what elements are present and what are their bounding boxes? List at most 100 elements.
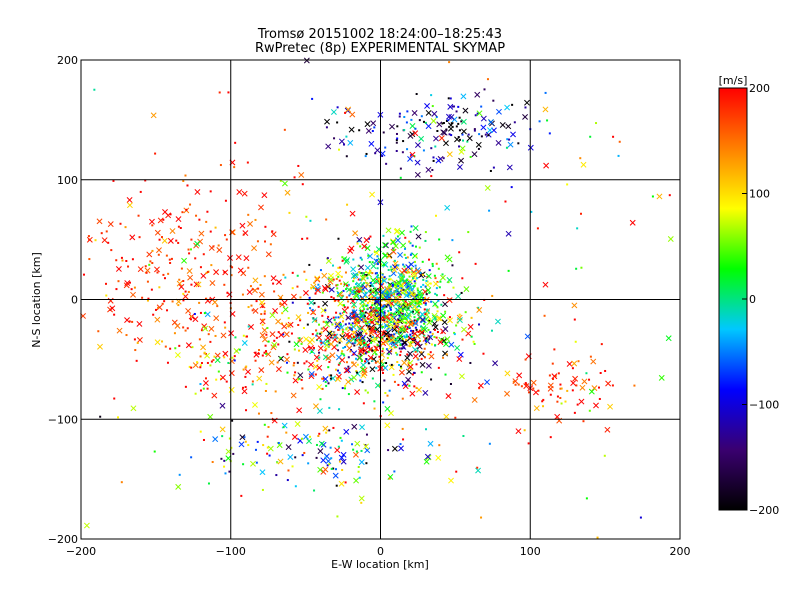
data-point-cross bbox=[338, 138, 345, 145]
data-point-cross bbox=[338, 480, 345, 487]
data-point-dot bbox=[469, 155, 472, 158]
data-point-cross bbox=[174, 352, 181, 358]
data-point-dot bbox=[365, 152, 368, 155]
data-point-cross bbox=[391, 266, 398, 273]
data-point-dot bbox=[391, 284, 394, 287]
data-point-cross bbox=[414, 142, 421, 149]
y-tick-label: −100 bbox=[48, 413, 78, 426]
data-point-dot bbox=[294, 456, 297, 459]
data-point-dot bbox=[416, 318, 419, 321]
data-point-dot bbox=[105, 294, 108, 297]
data-point-dot bbox=[440, 303, 443, 306]
data-point-cross bbox=[414, 340, 421, 347]
data-point-dot bbox=[258, 349, 261, 352]
data-point-dot bbox=[368, 345, 371, 348]
data-point-dot bbox=[400, 287, 403, 290]
data-point-dot bbox=[480, 105, 483, 108]
data-point-cross bbox=[124, 317, 130, 324]
data-point-cross bbox=[315, 287, 321, 294]
data-point-dot bbox=[150, 288, 153, 291]
data-point-cross bbox=[431, 312, 438, 319]
data-point-cross bbox=[399, 229, 405, 236]
data-point-dot bbox=[431, 168, 434, 171]
data-point-dot bbox=[512, 380, 515, 383]
data-point-dot bbox=[344, 271, 347, 274]
data-point-dot bbox=[287, 317, 290, 320]
data-point-dot bbox=[408, 345, 411, 348]
data-point-dot bbox=[455, 110, 458, 113]
data-point-cross bbox=[356, 339, 363, 346]
data-point-dot bbox=[382, 234, 385, 237]
data-point-cross bbox=[212, 436, 219, 443]
data-point-dot bbox=[589, 355, 592, 358]
data-point-cross bbox=[425, 109, 432, 116]
data-point-dot bbox=[82, 273, 85, 276]
data-point-dot bbox=[414, 245, 417, 248]
data-point-dot bbox=[340, 275, 343, 278]
data-point-cross bbox=[351, 374, 357, 381]
data-point-dot bbox=[407, 314, 410, 317]
data-point-dot bbox=[324, 456, 327, 459]
data-point-cross bbox=[477, 382, 484, 389]
data-point-dot bbox=[369, 289, 372, 292]
data-point-dot bbox=[227, 91, 230, 94]
data-point-cross bbox=[430, 118, 437, 124]
data-point-cross bbox=[484, 379, 490, 386]
data-point-dot bbox=[234, 141, 237, 144]
colorbar-tick-label: −200 bbox=[749, 504, 779, 517]
data-point-dot bbox=[309, 219, 312, 222]
data-point-dot bbox=[425, 337, 428, 340]
data-point-dot bbox=[303, 270, 306, 273]
data-point-cross bbox=[364, 447, 371, 454]
data-point-cross bbox=[359, 366, 366, 373]
data-point-dot bbox=[178, 473, 181, 476]
data-point-cross bbox=[368, 140, 375, 147]
data-point-dot bbox=[399, 343, 402, 346]
data-point-dot bbox=[354, 287, 357, 290]
data-point-cross bbox=[277, 458, 284, 465]
data-point-dot bbox=[506, 138, 509, 141]
data-point-dot bbox=[354, 341, 357, 344]
data-point-dot bbox=[445, 119, 448, 122]
data-point-dot bbox=[437, 267, 440, 270]
data-point-dot bbox=[398, 347, 401, 350]
data-point-dot bbox=[223, 465, 226, 468]
data-point-dot bbox=[393, 299, 396, 302]
data-point-cross bbox=[320, 307, 327, 314]
data-point-cross bbox=[532, 389, 539, 396]
data-point-dot bbox=[377, 318, 380, 321]
data-point-dot bbox=[431, 332, 434, 335]
data-point-cross bbox=[443, 413, 450, 420]
data-point-dot bbox=[361, 310, 364, 313]
data-point-cross bbox=[325, 143, 332, 150]
data-point-cross bbox=[316, 384, 323, 390]
data-point-dot bbox=[320, 341, 323, 344]
data-point-cross bbox=[484, 185, 491, 191]
data-point-dot bbox=[576, 403, 579, 406]
data-point-dot bbox=[390, 333, 393, 336]
data-point-dot bbox=[178, 344, 181, 347]
data-point-dot bbox=[414, 282, 417, 285]
data-point-dot bbox=[424, 302, 427, 305]
data-point-dot bbox=[184, 385, 187, 388]
data-point-dot bbox=[415, 93, 418, 96]
data-point-dot bbox=[524, 358, 527, 361]
data-point-cross bbox=[460, 128, 467, 135]
data-point-dot bbox=[190, 315, 193, 318]
data-point-cross bbox=[354, 389, 361, 396]
data-point-dot bbox=[395, 351, 398, 354]
data-point-cross bbox=[507, 141, 514, 148]
data-point-cross bbox=[533, 405, 540, 412]
data-point-dot bbox=[441, 331, 444, 334]
data-point-dot bbox=[163, 277, 166, 280]
data-point-dot bbox=[399, 309, 402, 312]
data-point-dot bbox=[263, 351, 266, 354]
data-point-dot bbox=[472, 340, 475, 343]
data-point-dot bbox=[410, 329, 413, 332]
data-point-cross bbox=[554, 413, 561, 420]
data-point-dot bbox=[348, 322, 351, 325]
data-point-dot bbox=[298, 377, 301, 380]
data-point-dot bbox=[350, 323, 353, 326]
data-point-dot bbox=[409, 341, 412, 344]
